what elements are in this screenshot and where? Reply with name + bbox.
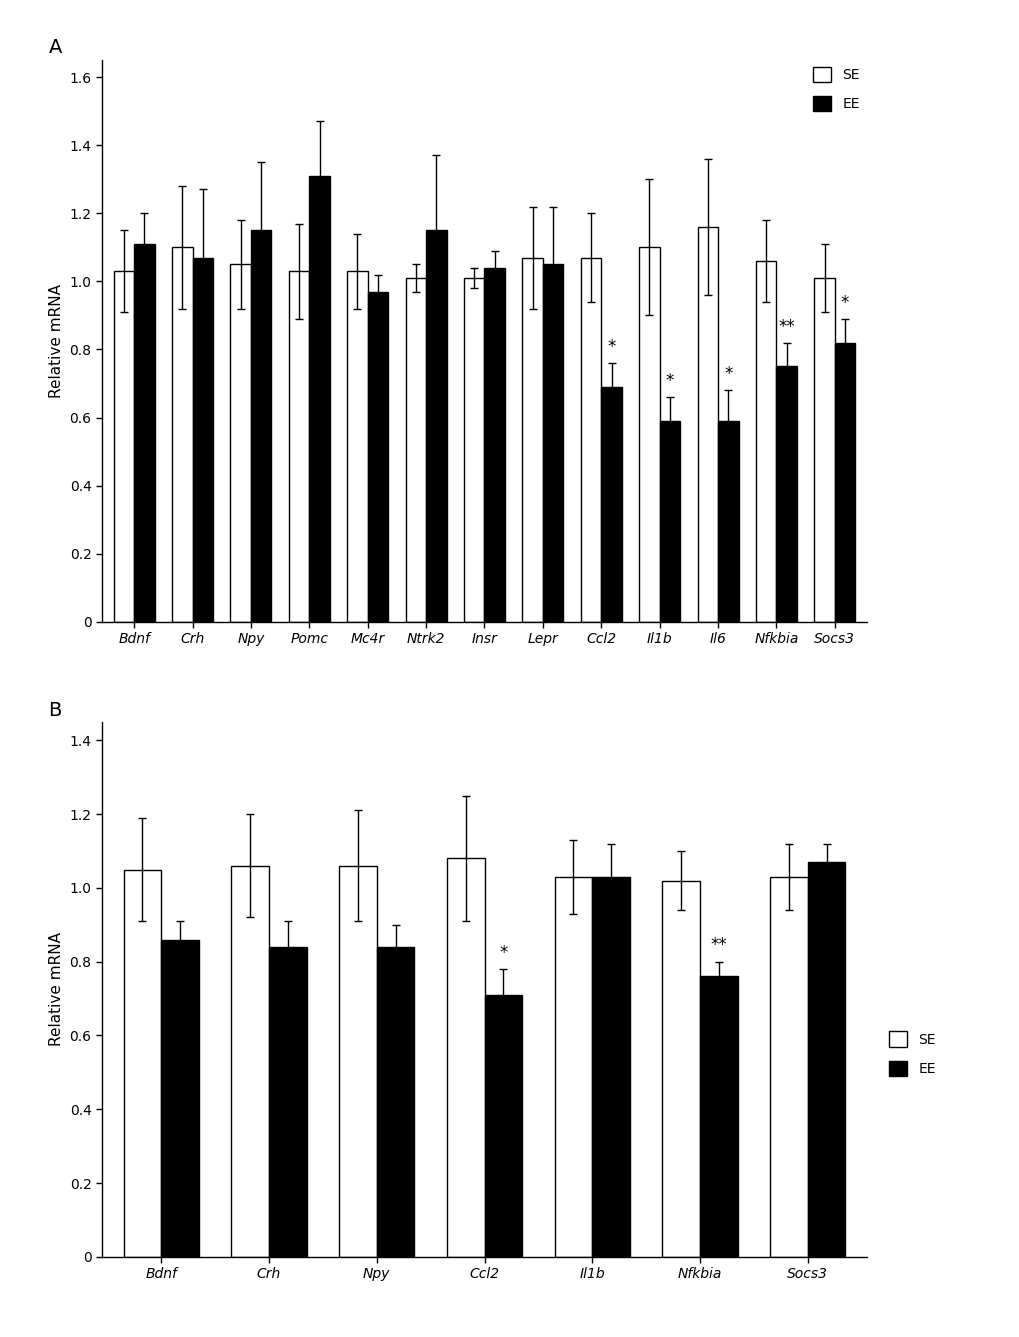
Bar xyxy=(338,866,376,1257)
Bar xyxy=(426,230,446,622)
Bar xyxy=(601,386,622,622)
Bar xyxy=(769,877,807,1257)
Bar xyxy=(717,421,738,622)
Bar xyxy=(406,278,426,622)
Text: *: * xyxy=(840,294,849,312)
Bar xyxy=(161,940,199,1257)
Bar xyxy=(464,278,484,622)
Bar xyxy=(554,877,592,1257)
Bar xyxy=(813,278,835,622)
Bar xyxy=(346,271,367,622)
Bar xyxy=(231,866,269,1257)
Bar xyxy=(639,247,659,622)
Bar xyxy=(309,176,329,622)
Legend: SE, EE: SE, EE xyxy=(812,67,859,111)
Bar xyxy=(367,291,388,622)
Bar xyxy=(113,271,133,622)
Y-axis label: Relative mRNA: Relative mRNA xyxy=(49,932,64,1047)
Text: *: * xyxy=(723,365,732,384)
Bar xyxy=(580,258,601,622)
Text: A: A xyxy=(49,37,62,56)
Legend: SE, EE: SE, EE xyxy=(889,1031,935,1076)
Bar xyxy=(775,366,796,622)
Bar xyxy=(172,247,193,622)
Bar xyxy=(484,995,522,1257)
Bar xyxy=(697,227,717,622)
Bar xyxy=(133,243,155,622)
Bar xyxy=(807,862,845,1257)
Bar xyxy=(123,869,161,1257)
Text: **: ** xyxy=(710,936,727,955)
Bar xyxy=(269,947,307,1257)
Text: **: ** xyxy=(777,318,794,336)
Bar xyxy=(251,230,271,622)
Bar xyxy=(193,258,213,622)
Text: B: B xyxy=(49,701,62,719)
Text: *: * xyxy=(665,372,674,390)
Bar xyxy=(661,881,699,1257)
Bar xyxy=(446,858,484,1257)
Bar xyxy=(659,421,680,622)
Bar xyxy=(592,877,630,1257)
Bar xyxy=(699,976,737,1257)
Text: *: * xyxy=(498,944,507,961)
Bar xyxy=(755,261,775,622)
Bar xyxy=(542,265,562,622)
Bar xyxy=(484,267,504,622)
Bar xyxy=(835,342,855,622)
Bar xyxy=(376,947,414,1257)
Bar xyxy=(522,258,542,622)
Y-axis label: Relative mRNA: Relative mRNA xyxy=(49,283,64,398)
Bar xyxy=(288,271,309,622)
Text: *: * xyxy=(606,338,615,356)
Bar xyxy=(230,265,251,622)
